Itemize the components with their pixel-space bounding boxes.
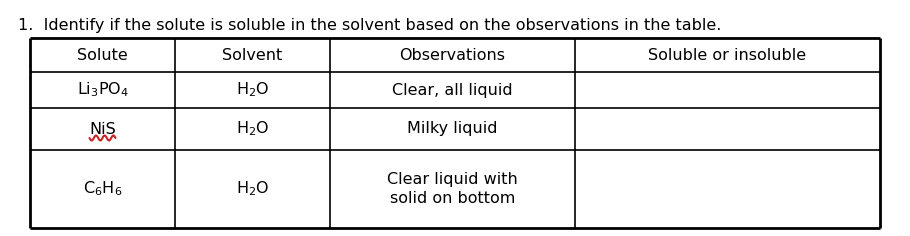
Text: H$_2$O: H$_2$O [236, 81, 269, 99]
Text: NiS: NiS [89, 122, 116, 136]
Text: H$_2$O: H$_2$O [236, 120, 269, 138]
Text: Clear, all liquid: Clear, all liquid [392, 83, 513, 97]
Text: Solute: Solute [77, 47, 128, 63]
Text: Observations: Observations [399, 47, 505, 63]
Text: Milky liquid: Milky liquid [408, 122, 498, 136]
Text: 1.  Identify if the solute is soluble in the solvent based on the observations i: 1. Identify if the solute is soluble in … [18, 18, 722, 33]
Text: H$_2$O: H$_2$O [236, 180, 269, 198]
Text: C$_6$H$_6$: C$_6$H$_6$ [83, 180, 122, 198]
Text: Solvent: Solvent [222, 47, 283, 63]
Text: Clear liquid with
solid on bottom: Clear liquid with solid on bottom [387, 172, 518, 206]
Text: Soluble or insoluble: Soluble or insoluble [649, 47, 806, 63]
Text: Li$_3$PO$_4$: Li$_3$PO$_4$ [76, 81, 128, 99]
